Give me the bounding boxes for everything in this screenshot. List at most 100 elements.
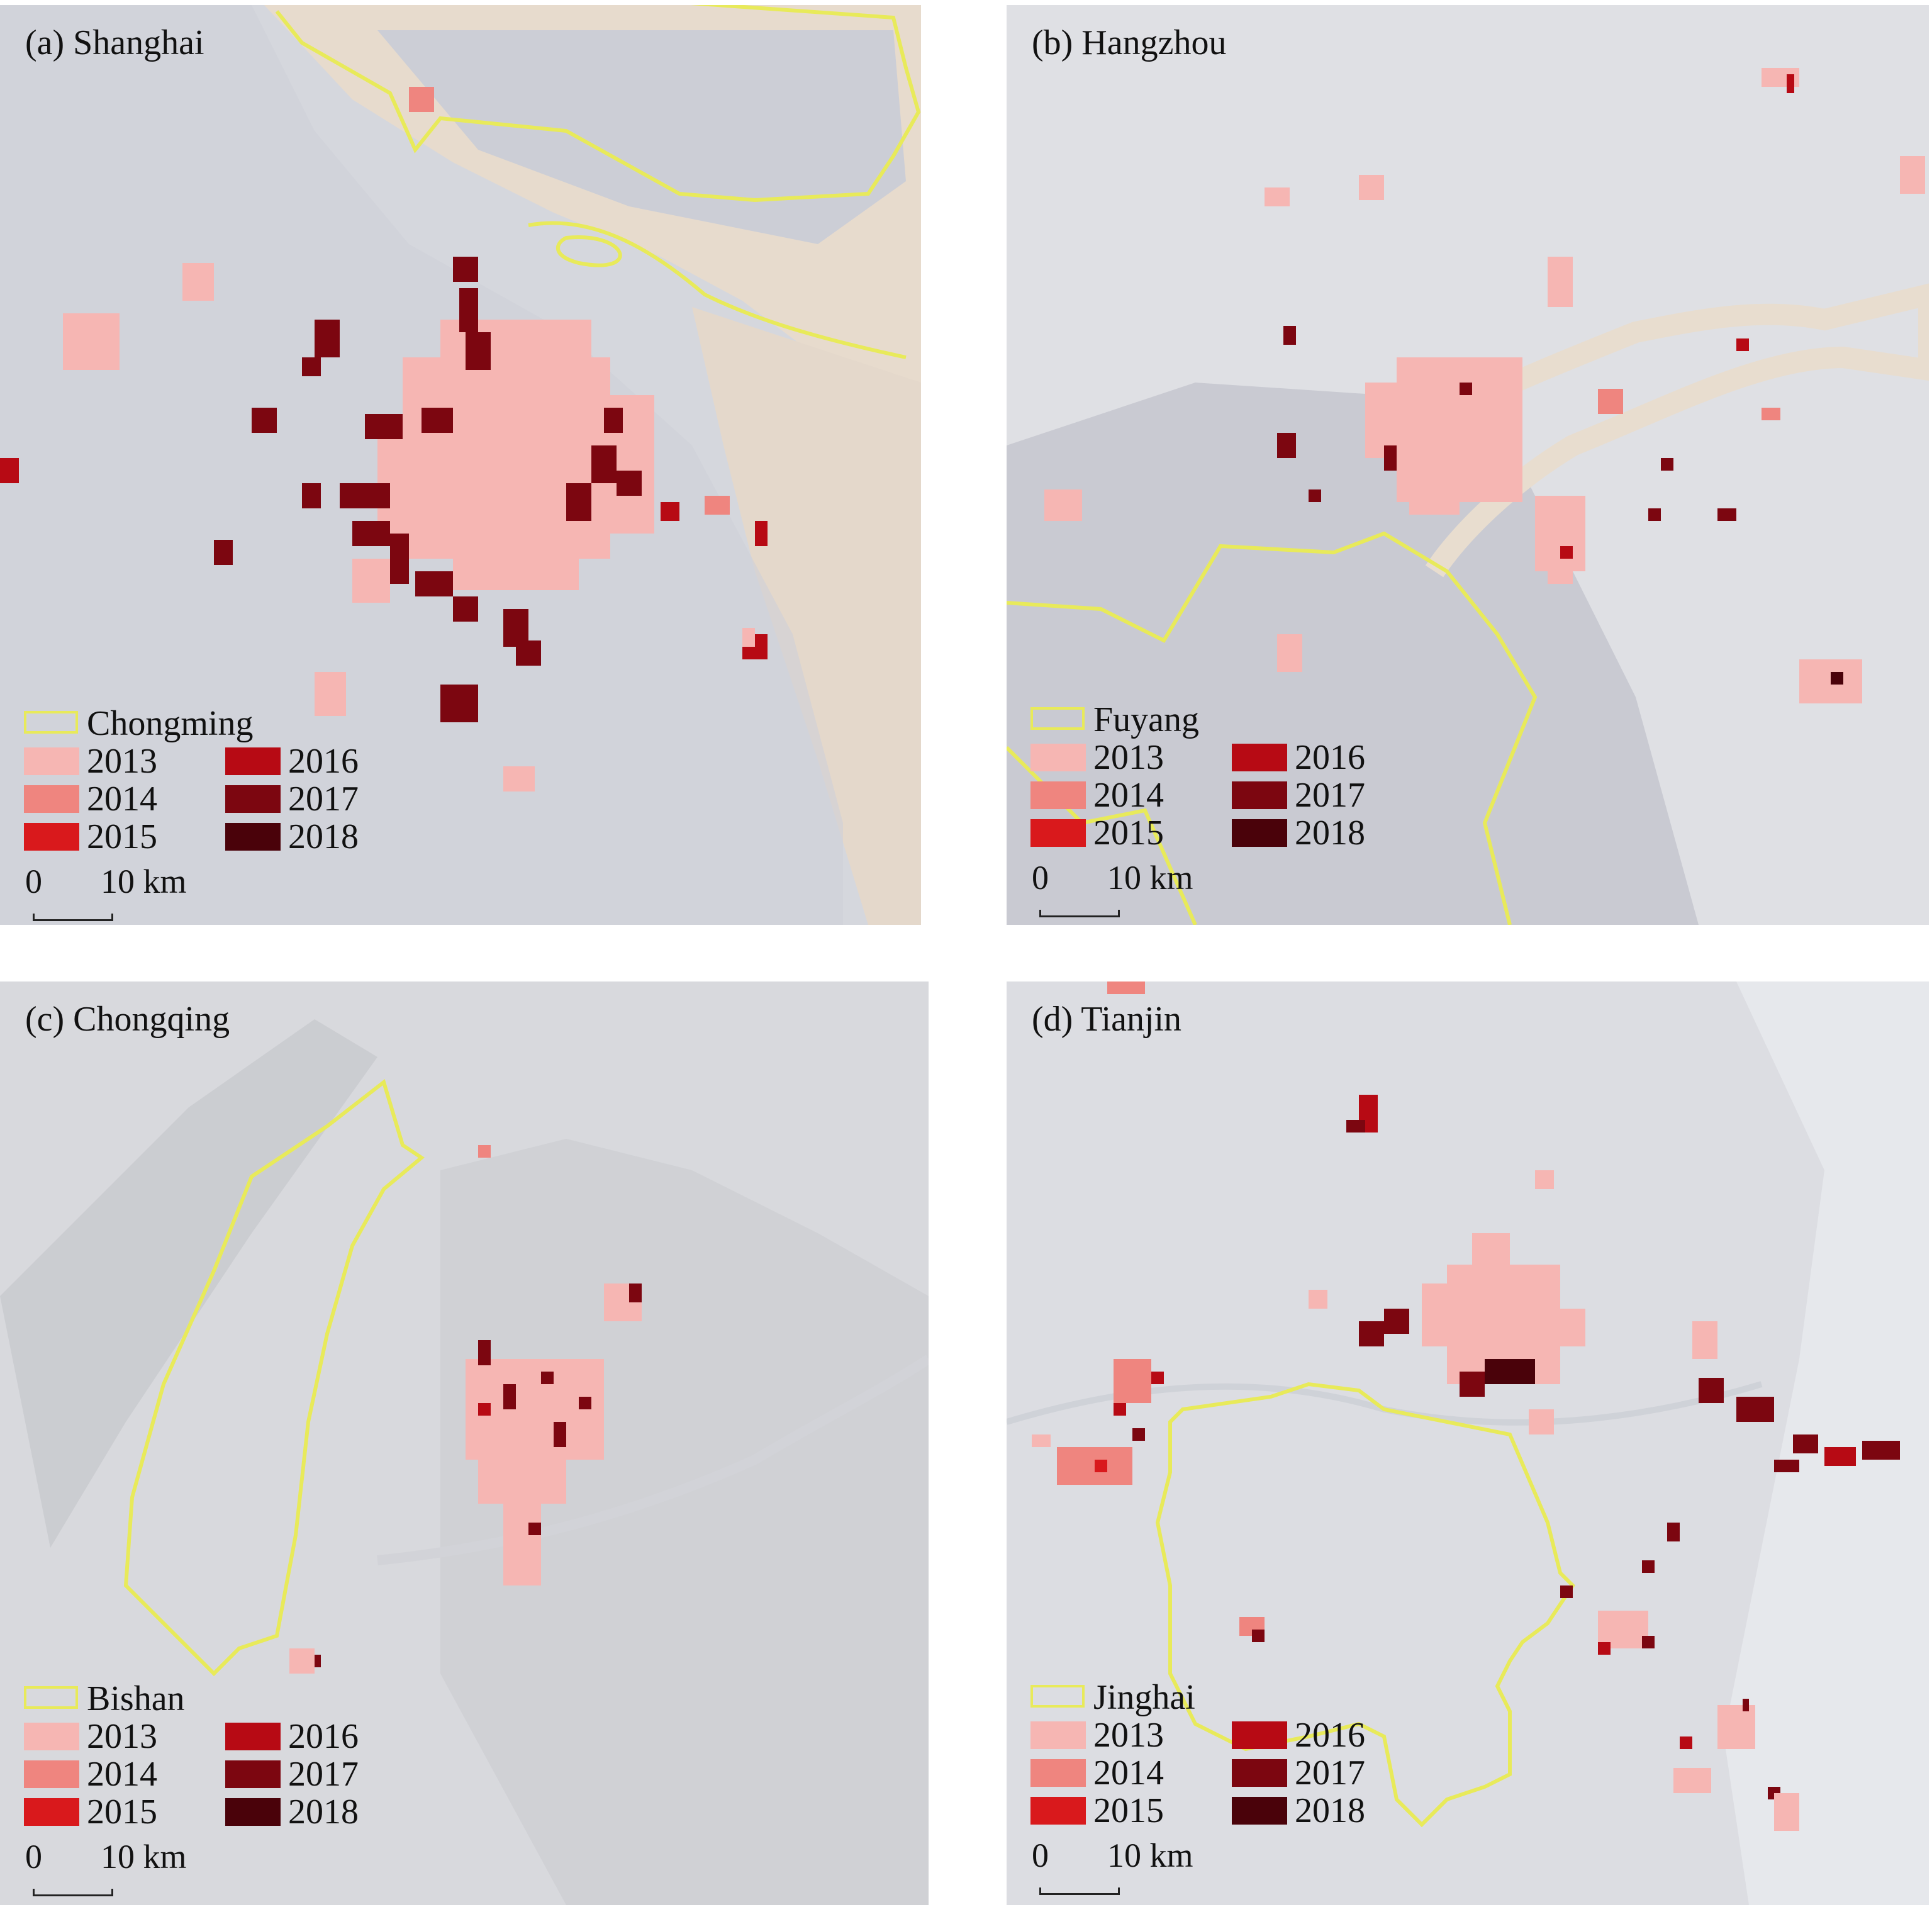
legend-label-2014: 2014 (87, 1755, 157, 1794)
chongming-boundary-south (528, 221, 907, 359)
legend-boundary-entry: Fuyang (1030, 700, 1383, 739)
legend-label-2014: 2014 (1093, 1753, 1164, 1792)
legend-item-2018: 2018 (1232, 1791, 1395, 1830)
scale-line (33, 1889, 113, 1896)
swatch-2015 (24, 823, 79, 851)
chongming-boundary-islet (556, 235, 622, 267)
legend-item-2015: 2015 (24, 1792, 187, 1832)
legend-years: 2013 2014 2015 2016 2017 2018 (24, 741, 376, 856)
boundary-swatch (1030, 707, 1085, 730)
legend-label-2014: 2014 (1093, 776, 1164, 815)
legend-label-2015: 2015 (1093, 1791, 1164, 1830)
legend-item-2016: 2016 (1232, 1715, 1395, 1755)
boundary-swatch (24, 711, 78, 734)
urban-expansion-cells (289, 1145, 642, 1674)
map-panel-hangzhou: (b) Hangzhou Fuyang 2013 2014 2015 2016 … (1007, 5, 1929, 925)
legend-item-2013: 2013 (24, 1716, 187, 1756)
boundary-swatch (24, 1686, 78, 1709)
legend-boundary-entry: Chongming (24, 703, 376, 743)
swatch-2014 (24, 1760, 79, 1788)
legend-item-2015: 2015 (1030, 1791, 1194, 1830)
panel-title: (c) Chongqing (25, 1000, 230, 1039)
legend-label-2017: 2017 (1295, 1753, 1365, 1792)
boundary-label: Fuyang (1093, 700, 1199, 739)
swatch-2014 (24, 785, 79, 813)
boundary-label: Jinghai (1093, 1678, 1195, 1717)
legend-label-2016: 2016 (288, 742, 359, 781)
legend-item-2016: 2016 (1232, 737, 1395, 777)
swatch-2014 (1030, 1759, 1086, 1787)
legend-item-2014: 2014 (24, 779, 187, 819)
legend-item-2015: 2015 (1030, 813, 1194, 853)
boundary-label: Chongming (87, 704, 254, 743)
legend-label-2013: 2013 (87, 1717, 157, 1756)
scale-line (1039, 1887, 1120, 1895)
scale-ten-label: 10 km (101, 863, 187, 900)
legend-label-2013: 2013 (87, 742, 157, 781)
scale-ten-label: 10 km (1107, 1837, 1193, 1874)
river-water (692, 307, 921, 925)
urban-expansion-cells (1032, 981, 1900, 1831)
bohai-sea (1724, 981, 1929, 1905)
legend-item-2018: 2018 (225, 1792, 389, 1832)
legend-years: 2013 2014 2015 2016 2017 2018 (1030, 737, 1383, 853)
jinghai-boundary (1155, 1382, 1575, 1828)
swatch-2016 (225, 747, 281, 775)
scale-bar: 0 10 km (1032, 1836, 1193, 1899)
swatch-2018 (1232, 1797, 1287, 1825)
legend-label-2017: 2017 (288, 1755, 359, 1794)
swatch-2015 (1030, 819, 1086, 847)
swatch-2013 (24, 1723, 79, 1750)
panel-title: (a) Shanghai (25, 23, 204, 62)
qiantang-river (1425, 283, 1929, 578)
boundary-swatch (1030, 1685, 1085, 1708)
swatch-2013 (24, 747, 79, 775)
urban-expansion-cells (1044, 68, 1925, 703)
legend-item-2013: 2013 (1030, 737, 1194, 777)
urban-expansion-cells (0, 87, 768, 791)
legend-label-2018: 2018 (288, 817, 359, 856)
panel-title: (b) Hangzhou (1032, 23, 1227, 62)
legend-label-2016: 2016 (1295, 1716, 1365, 1755)
legend-years: 2013 2014 2015 2016 2017 2018 (1030, 1715, 1383, 1830)
legend-label-2016: 2016 (1295, 738, 1365, 777)
scale-zero-label: 0 (1032, 859, 1049, 897)
legend-boundary-entry: Jinghai (1030, 1677, 1383, 1717)
map-panel-chongqing: (c) Chongqing Bishan 2013 2014 2015 2016… (0, 981, 929, 1905)
swatch-2014 (1030, 781, 1086, 809)
swatch-2017 (225, 1760, 281, 1788)
legend-item-2013: 2013 (24, 741, 187, 781)
legend-item-2018: 2018 (225, 817, 389, 856)
tianjin-map (1007, 981, 1929, 1905)
legend-label-2017: 2017 (1295, 776, 1365, 815)
scale-zero-label: 0 (25, 863, 42, 900)
legend-item-2017: 2017 (1232, 775, 1395, 815)
map-legend: Jinghai 2013 2014 2015 2016 2017 2018 (1030, 1677, 1383, 1830)
legend-label-2015: 2015 (1093, 814, 1164, 853)
scale-line (33, 914, 113, 921)
swatch-2013 (1030, 1721, 1086, 1749)
scale-bar: 0 10 km (25, 1837, 187, 1900)
legend-item-2016: 2016 (225, 1716, 389, 1756)
legend-item-2017: 2017 (1232, 1753, 1395, 1792)
swatch-2013 (1030, 744, 1086, 771)
swatch-2018 (225, 823, 281, 851)
map-legend: Fuyang 2013 2014 2015 2016 2017 2018 (1030, 700, 1383, 853)
map-panel-shanghai: (a) Shanghai Chongming 2013 2014 2015 20… (0, 5, 921, 925)
chongming-island (377, 30, 906, 244)
scale-bar: 0 10 km (25, 862, 187, 925)
swatch-2018 (1232, 819, 1287, 847)
legend-label-2018: 2018 (1295, 814, 1365, 853)
legend-years: 2013 2014 2015 2016 2017 2018 (24, 1716, 376, 1832)
chongming-boundary (275, 5, 921, 203)
scale-line (1039, 910, 1120, 917)
map-panel-tianjin: (d) Tianjin Jinghai 2013 2014 2015 2016 … (1007, 981, 1929, 1905)
legend-label-2016: 2016 (288, 1717, 359, 1756)
scale-zero-label: 0 (1032, 1837, 1049, 1874)
chongqing-map (0, 981, 929, 1905)
legend-item-2014: 2014 (1030, 1753, 1194, 1792)
swatch-2016 (1232, 1721, 1287, 1749)
swatch-2015 (24, 1798, 79, 1826)
mountain-ridge-2 (440, 1139, 929, 1905)
swatch-2017 (1232, 1759, 1287, 1787)
